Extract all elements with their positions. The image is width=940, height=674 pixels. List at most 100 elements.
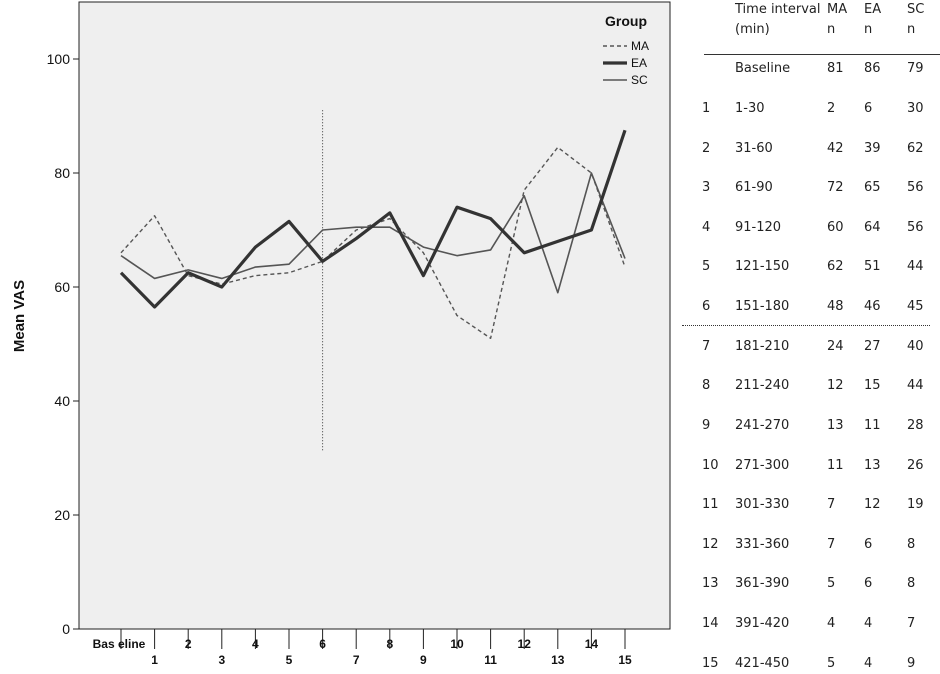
cell-sc: 44 — [907, 378, 924, 393]
cell-interval: Baseline — [735, 61, 791, 76]
cell-interval: 361-390 — [735, 576, 790, 591]
cell-idx: 14 — [702, 616, 719, 631]
cell-ea: 46 — [864, 299, 881, 314]
cell-interval: 331-360 — [735, 537, 790, 552]
cell-idx: 13 — [702, 576, 719, 591]
cell-ea: 6 — [864, 537, 873, 552]
cell-ea: 27 — [864, 339, 881, 354]
cell-ea: 4 — [864, 656, 873, 671]
cell-sc: 7 — [907, 616, 916, 631]
cell-ma: 2 — [827, 101, 836, 116]
x-tick-label: 7 — [353, 653, 360, 667]
legend-label-sc: SC — [631, 73, 648, 87]
group-divider-rule — [682, 325, 930, 326]
cell-sc: 79 — [907, 61, 924, 76]
header-ma-n: n — [827, 22, 836, 37]
series-line-ea — [119, 129, 627, 309]
x-tick-label: 8 — [386, 637, 393, 651]
x-tick-label: 5 — [286, 653, 293, 667]
y-tick-label: 80 — [54, 165, 70, 181]
cell-ma: 48 — [827, 299, 844, 314]
header-ea-label: EA — [864, 2, 882, 17]
cell-interval: 211-240 — [735, 378, 790, 393]
x-tick-label: 2 — [185, 637, 192, 651]
cell-sc: 8 — [907, 576, 916, 591]
cell-interval: 391-420 — [735, 616, 790, 631]
x-tick-label: 10 — [450, 637, 464, 651]
cell-ma: 24 — [827, 339, 844, 354]
header-sc-label: SC — [907, 2, 925, 17]
x-tick-label: Bas eline — [93, 637, 146, 651]
y-axis: 0 20 40 60 80 100 — [47, 51, 79, 637]
cell-interval: 181-210 — [735, 339, 790, 354]
legend-title: Group — [605, 13, 647, 29]
cell-idx: 11 — [702, 497, 719, 512]
y-tick-label: 0 — [62, 621, 70, 637]
series-layer — [119, 129, 627, 339]
cell-ma: 5 — [827, 656, 836, 671]
cell-ma: 62 — [827, 259, 844, 274]
cell-sc: 28 — [907, 418, 924, 433]
x-tick-label: 3 — [218, 653, 225, 667]
x-tick-label: 9 — [420, 653, 427, 667]
x-tick-label: 11 — [484, 653, 497, 667]
x-tick-label: 12 — [518, 637, 532, 651]
y-tick-label: 20 — [54, 507, 70, 523]
cell-idx: 5 — [702, 259, 711, 274]
plot-area — [78, 1, 671, 630]
header-ma: MA n — [827, 0, 847, 40]
cell-interval: 91-120 — [735, 220, 782, 235]
cell-idx: 9 — [702, 418, 711, 433]
cell-ea: 64 — [864, 220, 881, 235]
cell-ea: 6 — [864, 101, 873, 116]
x-tick-label: 6 — [319, 637, 326, 651]
cell-interval: 301-330 — [735, 497, 790, 512]
x-tick-label: 14 — [585, 637, 599, 651]
cell-interval: 1-30 — [735, 101, 765, 116]
cell-ea: 15 — [864, 378, 881, 393]
sample-size-table: Time interval (min) MA n EA n SC n Basel… — [682, 0, 940, 674]
x-tick-label: 1 — [151, 653, 158, 667]
header-ea: EA n — [864, 0, 881, 40]
cell-interval: 421-450 — [735, 656, 790, 671]
header-interval-label: Time interval — [735, 2, 821, 17]
cell-ea: 39 — [864, 141, 881, 156]
x-tick-label: 13 — [551, 653, 565, 667]
header-sc-n: n — [907, 22, 916, 37]
cell-ea: 13 — [864, 458, 881, 473]
cell-idx: 8 — [702, 378, 711, 393]
header-ma-label: MA — [827, 2, 848, 17]
cell-ma: 72 — [827, 180, 844, 195]
header-time-interval: Time interval (min) — [735, 0, 821, 40]
cell-ma: 81 — [827, 61, 844, 76]
header-rule — [704, 54, 940, 55]
header-interval-unit: (min) — [735, 22, 770, 37]
cell-ma: 7 — [827, 497, 836, 512]
header-sc: SC n — [907, 0, 924, 40]
cell-ma: 13 — [827, 418, 844, 433]
cell-sc: 26 — [907, 458, 924, 473]
cell-sc: 56 — [907, 180, 924, 195]
cell-ea: 6 — [864, 576, 873, 591]
cell-ea: 4 — [864, 616, 873, 631]
legend-label-ea: EA — [631, 56, 647, 70]
cell-sc: 9 — [907, 656, 916, 671]
cell-idx: 1 — [702, 101, 711, 116]
cell-idx: 3 — [702, 180, 711, 195]
cell-interval: 241-270 — [735, 418, 790, 433]
cell-ma: 12 — [827, 378, 844, 393]
y-tick-label: 100 — [47, 51, 71, 67]
cell-interval: 121-150 — [735, 259, 790, 274]
legend: Group MA EA SC — [603, 13, 649, 87]
y-tick-label: 60 — [54, 279, 70, 295]
cell-ea: 86 — [864, 61, 881, 76]
cell-ma: 11 — [827, 458, 844, 473]
cell-ma: 5 — [827, 576, 836, 591]
cell-ma: 60 — [827, 220, 844, 235]
cell-sc: 30 — [907, 101, 924, 116]
cell-sc: 19 — [907, 497, 924, 512]
cell-interval: 61-90 — [735, 180, 773, 195]
cell-ea: 51 — [864, 259, 881, 274]
